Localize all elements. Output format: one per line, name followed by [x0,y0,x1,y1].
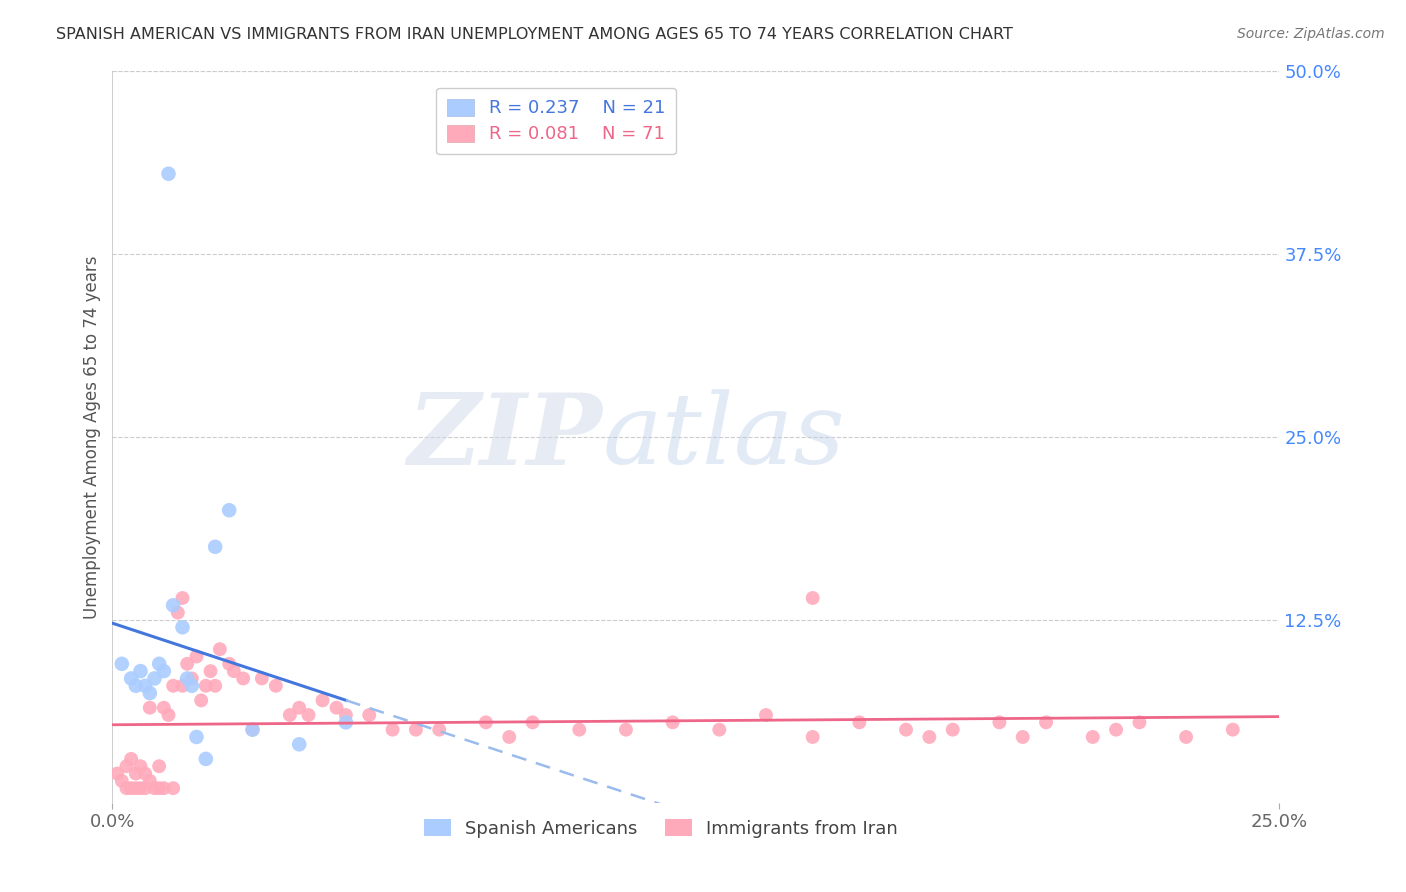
Point [264,679,287,693]
Point [172,620,194,634]
Point [115,759,138,773]
Point [120,752,142,766]
Point [176,672,198,686]
Point [143,781,166,796]
Point [204,679,226,693]
Point [381,723,404,737]
Point [162,599,184,613]
Point [1081,730,1104,744]
Point [166,606,188,620]
Point [180,672,202,686]
Point [204,540,226,554]
Point [208,642,231,657]
Point [190,693,212,707]
Point [194,752,217,766]
Point [232,672,254,686]
Point [709,723,731,737]
Point [162,781,184,796]
Point [288,700,311,714]
Point [157,167,180,181]
Point [153,700,176,714]
Point [359,708,381,723]
Point [139,700,162,714]
Point [1175,730,1198,744]
Point [614,723,637,737]
Point [250,672,273,686]
Point [143,672,166,686]
Point [180,679,202,693]
Point [1035,715,1057,730]
Point [1011,730,1033,744]
Point [139,686,162,700]
Point [568,723,591,737]
Text: ZIP: ZIP [408,389,603,485]
Point [115,781,138,796]
Text: atlas: atlas [603,390,845,484]
Point [848,715,870,730]
Point [186,649,208,664]
Point [148,759,170,773]
Point [1222,723,1244,737]
Point [139,773,162,788]
Point [801,591,824,605]
Point [335,708,357,723]
Point [120,781,142,796]
Point [988,715,1011,730]
Point [153,664,176,678]
Point [498,730,520,744]
Point [129,781,152,796]
Point [522,715,544,730]
Point [942,723,965,737]
Text: SPANISH AMERICAN VS IMMIGRANTS FROM IRAN UNEMPLOYMENT AMONG AGES 65 TO 74 YEARS : SPANISH AMERICAN VS IMMIGRANTS FROM IRAN… [56,27,1014,42]
Point [242,723,264,737]
Point [186,730,208,744]
Point [111,657,134,671]
Point [153,781,176,796]
Point [288,737,311,751]
Point [801,730,824,744]
Point [172,591,194,605]
Point [894,723,917,737]
Point [218,503,240,517]
Point [129,759,152,773]
Point [427,723,450,737]
Point [134,766,156,780]
Point [335,715,357,730]
Point [148,657,170,671]
Point [475,715,498,730]
Point [222,664,245,678]
Point [162,679,184,693]
Point [278,708,301,723]
Point [297,708,319,723]
Text: Source: ZipAtlas.com: Source: ZipAtlas.com [1237,27,1385,41]
Point [157,708,180,723]
Point [134,679,156,693]
Point [311,693,333,707]
Point [105,766,128,780]
Point [218,657,240,671]
Y-axis label: Unemployment Among Ages 65 to 74 years: Unemployment Among Ages 65 to 74 years [83,255,101,619]
Point [148,781,170,796]
Point [125,781,148,796]
Point [172,679,194,693]
Point [661,715,683,730]
Point [125,766,148,780]
Point [1105,723,1128,737]
Point [325,700,347,714]
Point [1128,715,1150,730]
Point [120,672,142,686]
Point [176,657,198,671]
Point [129,664,152,678]
Point [755,708,778,723]
Point [242,723,264,737]
Legend: Spanish Americans, Immigrants from Iran: Spanish Americans, Immigrants from Iran [416,812,905,845]
Point [125,679,148,693]
Point [111,773,134,788]
Point [405,723,427,737]
Point [194,679,217,693]
Point [918,730,941,744]
Point [200,664,222,678]
Point [134,781,156,796]
